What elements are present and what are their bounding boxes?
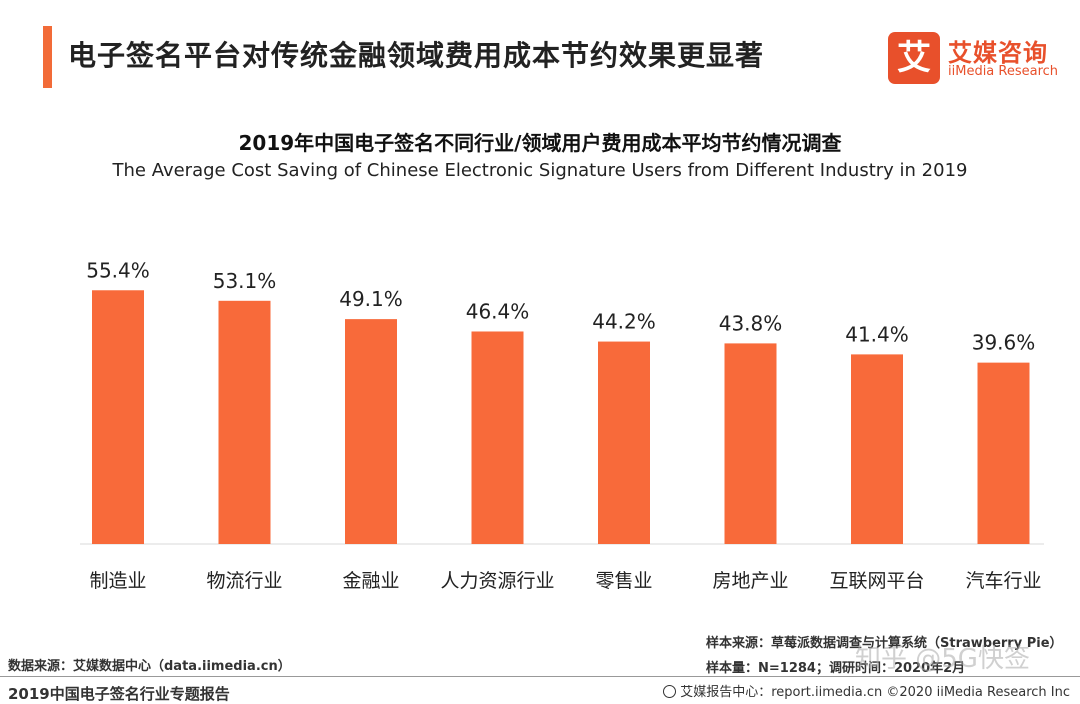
footer-credit-text: 艾媒报告中心：report.iimedia.cn ©2020 iiMedia R… xyxy=(680,685,1070,700)
data-label-6: 41.4% xyxy=(845,322,909,346)
logo-mark-icon: 艾 xyxy=(888,32,940,84)
footer-divider xyxy=(0,676,1080,677)
data-label-3: 46.4% xyxy=(466,299,530,323)
iimedia-logo: 艾 艾媒咨询 iiMedia Research xyxy=(888,32,1068,84)
data-label-4: 44.2% xyxy=(592,310,656,334)
sample-source-note: 样本来源：草莓派数据调查与计算系统（Strawberry Pie） xyxy=(706,636,1063,651)
data-source-note: 数据来源：艾媒数据中心（data.iimedia.cn） xyxy=(8,659,291,674)
category-label-2: 金融业 xyxy=(342,570,399,592)
bar-5 xyxy=(724,343,777,544)
bar-7 xyxy=(977,362,1030,544)
logo-name-cn: 艾媒咨询 xyxy=(948,39,1048,67)
bar-6 xyxy=(851,354,903,544)
footer-credit: 艾媒报告中心：report.iimedia.cn ©2020 iiMedia R… xyxy=(663,681,1070,700)
bar-1 xyxy=(218,300,271,544)
logo-name-en: iiMedia Research xyxy=(948,64,1059,79)
category-label-3: 人力资源行业 xyxy=(440,570,554,592)
globe-icon xyxy=(663,685,677,698)
category-label-0: 制造业 xyxy=(89,570,146,592)
bar-3 xyxy=(471,331,524,544)
page-title: 电子签名平台对传统金融领域费用成本节约效果更显著 xyxy=(68,39,765,72)
report-title: 2019中国电子签名行业专题报告 xyxy=(8,685,230,703)
bar-2 xyxy=(345,319,397,544)
sample-size-note: 样本量：N=1284；调研时间：2020年2月 xyxy=(706,661,966,676)
category-label-4: 零售业 xyxy=(595,570,652,592)
data-label-1: 53.1% xyxy=(213,269,277,293)
data-label-5: 43.8% xyxy=(719,311,783,335)
category-label-1: 物流行业 xyxy=(206,570,282,592)
title-accent-bar xyxy=(43,26,52,88)
category-label-6: 互联网平台 xyxy=(829,570,924,592)
bar-0 xyxy=(92,290,144,544)
data-label-0: 55.4% xyxy=(86,258,150,282)
bar-4 xyxy=(598,341,650,544)
watermark: 知乎 @5G快签 xyxy=(855,644,1030,674)
category-label-5: 房地产业 xyxy=(712,570,788,592)
data-label-7: 39.6% xyxy=(972,331,1036,355)
chart-subtitle: The Average Cost Saving of Chinese Elect… xyxy=(112,160,968,181)
category-label-7: 汽车行业 xyxy=(965,570,1041,592)
chart-title: 2019年中国电子签名不同行业/领域用户费用成本平均节约情况调查 xyxy=(238,131,842,155)
data-label-2: 49.1% xyxy=(339,287,403,311)
